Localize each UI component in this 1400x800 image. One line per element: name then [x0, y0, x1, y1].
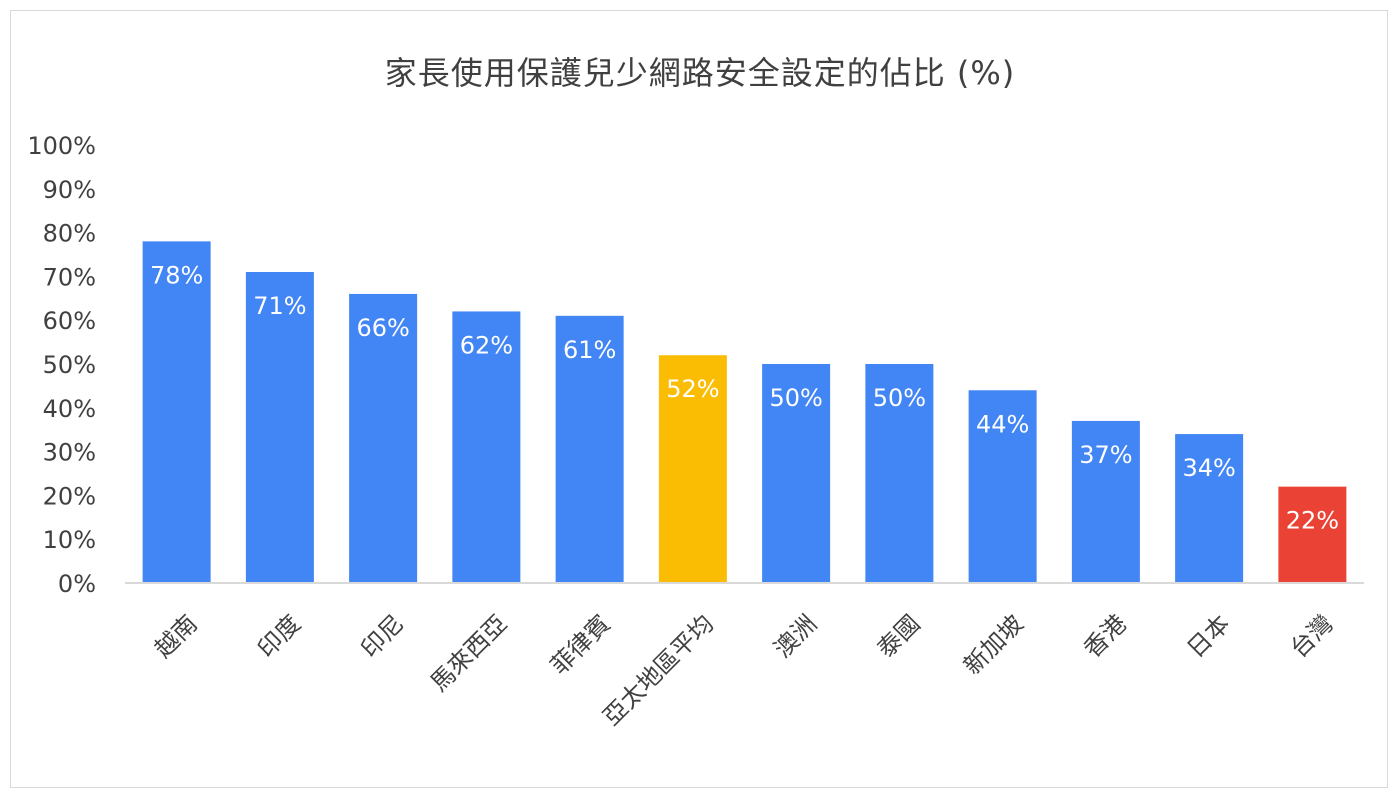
data-label: 34% [1182, 454, 1235, 482]
bar [1175, 434, 1244, 583]
data-label: 62% [460, 331, 513, 359]
y-tick-label: 10% [43, 526, 96, 554]
y-tick-label: 100% [27, 132, 96, 160]
bar [968, 390, 1037, 583]
bars [142, 241, 1347, 584]
x-tick-label: 印尼 [356, 609, 410, 663]
bar [762, 364, 831, 583]
y-tick-label: 70% [43, 263, 96, 291]
x-tick-label: 印度 [252, 609, 306, 663]
y-tick-label: 60% [43, 307, 96, 335]
bar [1278, 486, 1347, 583]
bar [658, 355, 727, 583]
data-label: 44% [976, 410, 1029, 438]
y-tick-label: 40% [43, 395, 96, 423]
x-tick-label: 台灣 [1285, 609, 1339, 663]
y-tick-label: 0% [58, 570, 96, 598]
bar [142, 241, 211, 584]
x-tick-label: 澳洲 [769, 609, 823, 663]
x-tick-label: 新加坡 [958, 609, 1029, 680]
x-tick-label: 香港 [1078, 609, 1132, 663]
bar [1071, 420, 1140, 583]
x-tick-label: 菲律賓 [545, 609, 616, 680]
bar [452, 311, 521, 583]
y-tick-label: 20% [43, 482, 96, 510]
data-label: 50% [873, 384, 926, 412]
data-label: 52% [666, 375, 719, 403]
data-label: 66% [356, 314, 409, 342]
bar [349, 293, 418, 583]
x-tick-label: 泰國 [872, 609, 926, 663]
data-label: 22% [1286, 507, 1339, 535]
data-labels: 78% 71% 66% 62% 61% 52% 50% 50% 44% 37% 34% 22% [150, 261, 1339, 534]
x-tick-label: 日本 [1182, 609, 1236, 663]
bar [555, 315, 624, 583]
data-label: 37% [1079, 441, 1132, 469]
y-tick-label: 50% [43, 351, 96, 379]
y-tick-label: 80% [43, 220, 96, 248]
chart-title: 家長使用保護兒少網路安全設定的佔比 (%) [384, 54, 1016, 92]
x-tick-label: 馬來西亞 [425, 609, 513, 697]
data-label: 50% [769, 384, 822, 412]
data-label: 78% [150, 261, 203, 289]
y-axis-ticks: 0% 10% 20% 30% 40% 50% 60% 70% 80% 90% 100% [27, 132, 96, 598]
data-label: 71% [253, 292, 306, 320]
y-tick-label: 90% [43, 176, 96, 204]
x-tick-label: 亞太地區平均 [597, 609, 719, 731]
bar [865, 364, 934, 583]
bar [245, 272, 314, 583]
data-label: 61% [563, 336, 616, 364]
y-tick-label: 30% [43, 439, 96, 467]
x-tick-label: 越南 [149, 609, 203, 663]
